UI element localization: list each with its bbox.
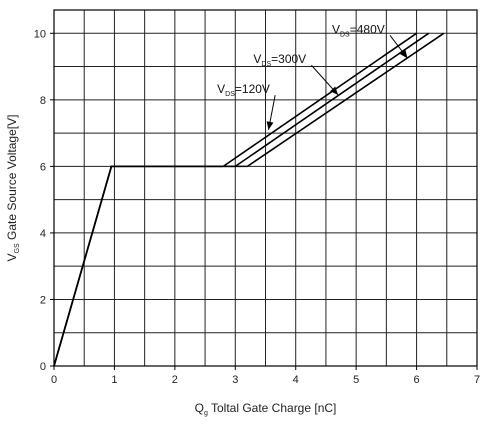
annotation-label: VDS=300V [253,52,306,68]
y-axis: 0 2 4 6 8 10 [34,28,54,373]
annotation-label: VDS=120V [217,82,270,98]
x-tick-label: 5 [353,374,359,386]
series-line [53,32,445,367]
annotation-arrowhead [266,121,274,130]
annotation-label: VDS=480V [332,22,385,38]
x-tick-label: 0 [51,374,57,386]
grid [54,10,477,366]
x-axis-title: Qg Toltal Gate Charge [nC] [195,401,337,417]
annotations: VDS=120V VDS=300V VDS=480V [217,22,408,130]
y-tick-label: 4 [40,228,46,240]
x-tick-label: 1 [111,374,117,386]
y-tick-label: 2 [40,294,46,306]
y-tick-label: 6 [40,161,46,173]
x-tick-label: 2 [172,374,178,386]
y-tick-label: 8 [40,95,46,107]
x-axis: 0 1 2 3 4 5 6 7 [51,366,480,386]
y-tick-label: 10 [34,28,46,40]
x-tick-label: 4 [293,374,299,386]
x-tick-label: 3 [232,374,238,386]
annotation-arrowhead [330,86,339,95]
x-tick-label: 6 [414,374,420,386]
y-tick-label: 0 [40,361,46,373]
annotation-arrowhead [399,49,408,59]
y-axis-title: VGS Gate Source Voltage[V] [5,115,21,262]
series-group [53,32,445,367]
x-tick-label: 7 [474,374,480,386]
plot-frame [53,9,478,367]
